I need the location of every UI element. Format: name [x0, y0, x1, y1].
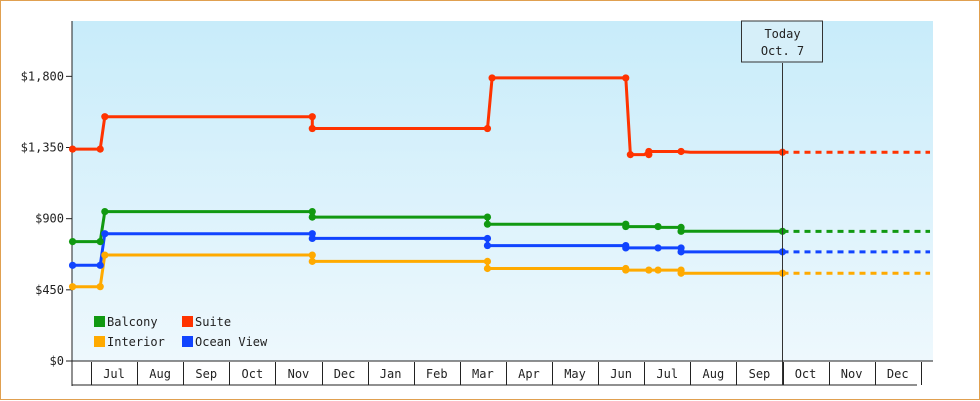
- today-callout-box: [741, 20, 823, 63]
- legend-swatch: [182, 316, 193, 327]
- data-point: [96, 238, 104, 246]
- legend-label: Balcony: [107, 315, 158, 329]
- data-point: [308, 257, 316, 265]
- today-label: Today: [764, 27, 800, 41]
- data-point: [101, 207, 109, 216]
- data-point: [308, 234, 316, 243]
- data-point: [96, 283, 104, 291]
- series-line: [72, 76, 783, 157]
- data-point: [68, 283, 77, 291]
- x-tick-label: May: [564, 367, 586, 381]
- data-point: [488, 74, 496, 82]
- x-tick-label: Aug: [703, 367, 725, 381]
- data-point: [645, 266, 653, 274]
- data-point: [68, 145, 77, 153]
- series-line: [72, 210, 783, 244]
- data-point: [654, 266, 662, 274]
- legend-swatch: [94, 316, 105, 327]
- x-tick-label: Nov: [288, 367, 310, 381]
- data-point: [96, 145, 104, 153]
- x-tick-label: Sep: [749, 367, 771, 381]
- data-point: [308, 113, 316, 121]
- x-tick-label: Aug: [149, 367, 171, 381]
- legend-swatch: [94, 336, 105, 347]
- data-point: [96, 261, 104, 269]
- today-date: Oct. 7: [761, 44, 804, 58]
- data-point: [308, 251, 316, 259]
- legend-label: Ocean View: [195, 335, 268, 349]
- x-tick-label: Oct: [242, 367, 264, 381]
- y-tick-label: $0: [50, 354, 64, 368]
- data-point: [677, 227, 685, 235]
- data-point: [645, 147, 653, 156]
- x-tick-label: Dec: [334, 367, 356, 381]
- y-tick-label: $1,800: [21, 69, 64, 83]
- data-point: [483, 241, 492, 250]
- data-point: [68, 261, 77, 269]
- data-point: [68, 238, 77, 246]
- data-point: [622, 244, 630, 252]
- data-point: [483, 257, 492, 265]
- data-point: [483, 234, 492, 243]
- x-tick-label: Oct: [795, 367, 817, 381]
- x-tick-label: Jun: [610, 367, 632, 381]
- series-line: [72, 253, 783, 289]
- data-point: [654, 222, 662, 231]
- x-tick-label: Dec: [887, 367, 909, 381]
- data-point: [101, 230, 109, 238]
- data-point: [622, 266, 630, 274]
- x-tick-label: Sep: [195, 367, 217, 381]
- data-point: [483, 213, 492, 221]
- data-point: [622, 74, 630, 82]
- x-tick-label: Jul: [656, 367, 678, 381]
- x-tick-label: Jul: [103, 367, 125, 381]
- y-tick-label: $1,350: [21, 141, 64, 155]
- data-point: [483, 264, 492, 273]
- x-tick-label: Mar: [472, 367, 494, 381]
- data-point: [677, 248, 685, 256]
- data-point: [483, 124, 492, 133]
- x-tick-label: Jan: [380, 367, 402, 381]
- legend-label: Suite: [195, 315, 231, 329]
- data-point: [622, 222, 630, 231]
- data-point: [677, 269, 685, 277]
- data-point: [308, 213, 316, 221]
- data-point: [101, 113, 109, 121]
- plot-background: [72, 21, 933, 361]
- y-tick-label: $900: [35, 212, 64, 226]
- data-point: [308, 207, 316, 216]
- data-point: [654, 244, 662, 252]
- x-tick-label: Apr: [518, 367, 540, 381]
- data-point: [626, 151, 634, 159]
- legend-swatch: [182, 336, 193, 347]
- data-point: [308, 124, 316, 133]
- data-point: [483, 220, 492, 228]
- x-tick-label: Nov: [841, 367, 863, 381]
- x-tick-label: Feb: [426, 367, 448, 381]
- data-point: [677, 147, 685, 156]
- data-point: [101, 251, 109, 259]
- y-tick-label: $450: [35, 283, 64, 297]
- legend-label: Interior: [107, 335, 165, 349]
